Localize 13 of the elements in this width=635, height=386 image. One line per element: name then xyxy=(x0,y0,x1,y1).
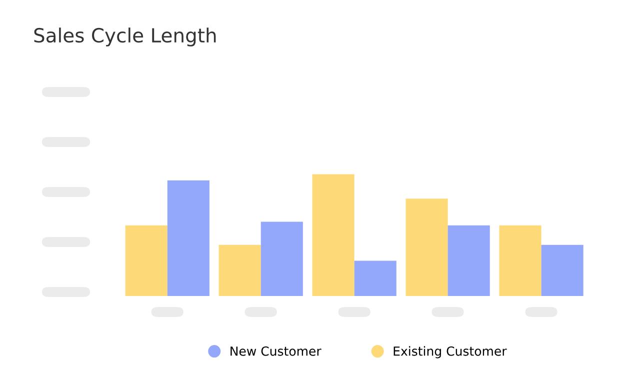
bar xyxy=(406,198,448,296)
bar xyxy=(541,244,584,296)
bar xyxy=(125,225,168,296)
bar xyxy=(218,244,261,296)
bar xyxy=(354,260,396,296)
legend-label: New Customer xyxy=(230,346,322,356)
bar xyxy=(448,225,490,296)
bar xyxy=(312,174,354,296)
bar xyxy=(167,180,210,296)
legend-label: Existing Customer xyxy=(394,346,507,358)
bar xyxy=(499,225,542,296)
bar xyxy=(260,222,303,296)
chart-title: Sales Cycle Length xyxy=(34,28,216,46)
